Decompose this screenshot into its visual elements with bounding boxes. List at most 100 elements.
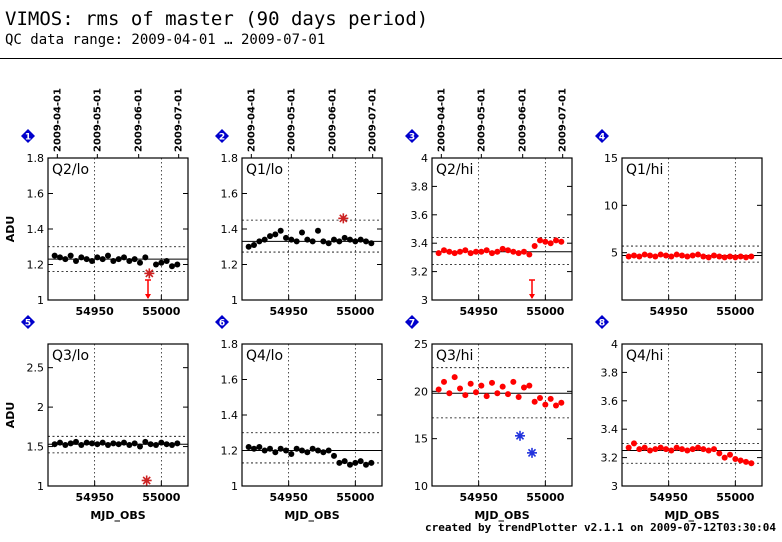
panel-label: Q1/lo [246, 162, 283, 178]
data-point [489, 250, 495, 257]
x-tick-label: 54950 [460, 305, 499, 318]
panel-number: 3 [409, 133, 415, 143]
data-point [684, 253, 691, 260]
data-point [336, 238, 343, 245]
data-point [256, 238, 263, 245]
data-point [515, 394, 522, 401]
data-point [267, 445, 273, 452]
data-point [67, 252, 74, 259]
data-point [131, 440, 138, 447]
y-tick-label: 3 [421, 294, 428, 307]
data-point [558, 238, 565, 245]
outlier-core [147, 271, 152, 276]
data-point [636, 253, 643, 260]
date-tick-label: 2009-05-01 [92, 88, 103, 152]
data-point [441, 378, 447, 385]
y-tick-label: 3 [611, 480, 618, 493]
y-tick-label: 10 [414, 480, 428, 493]
x-tick-label: 55000 [716, 491, 755, 504]
data-point [542, 238, 549, 245]
panel-label: Q3/lo [52, 348, 89, 364]
data-point [331, 236, 337, 243]
data-point [147, 441, 154, 448]
data-point [272, 231, 279, 238]
data-point [435, 386, 442, 393]
y-tick-label: 1.5 [27, 441, 45, 454]
data-point [283, 447, 289, 454]
data-point [325, 240, 332, 247]
data-point [153, 261, 159, 268]
panel-badge-icon [405, 129, 419, 143]
data-point [309, 445, 316, 452]
data-point [304, 449, 311, 456]
data-point [57, 439, 63, 446]
panel-7: 7 10 15 20 25 54950 55000 MJD_OBS Q3/hi [405, 315, 573, 522]
x-tick-label: 54950 [76, 305, 115, 318]
panel-number: 8 [599, 319, 605, 329]
data-point [727, 253, 733, 260]
y-tick-label: 3.4 [601, 423, 619, 436]
data-point [462, 392, 469, 399]
data-point [505, 391, 511, 398]
data-point [705, 447, 712, 454]
data-point [679, 446, 685, 453]
data-point [641, 444, 648, 451]
outlier-point [527, 447, 537, 458]
outlier-point [338, 213, 349, 224]
data-point [245, 243, 252, 250]
y-tick-label: 5 [611, 247, 618, 260]
plot-frame [431, 157, 573, 301]
page-subtitle: QC data range: 2009-04-01 … 2009-07-01 [5, 32, 326, 48]
data-point [277, 445, 284, 452]
data-point [451, 374, 458, 381]
data-point [537, 237, 543, 244]
y-tick-label: 1.8 [221, 152, 239, 165]
data-point [663, 446, 669, 453]
data-point [705, 254, 712, 261]
panel-2: 2 2009-04-01 2009-05-01 2009-06-01 2009-07-0… [215, 88, 383, 318]
data-point [261, 236, 268, 243]
data-point [441, 247, 447, 254]
panel-8: 8 3 3.2 3.4 3.6 3.8 4 54950 55000 MJD_OBS Q4/hi [595, 315, 763, 522]
data-point [679, 252, 685, 259]
x-axis-label: MJD_OBS [474, 509, 529, 522]
data-point [499, 383, 506, 390]
data-point [251, 445, 257, 452]
y-tick-label: 3.6 [601, 395, 619, 408]
data-point [510, 248, 517, 255]
date-tick-label: 2009-05-01 [476, 88, 487, 152]
x-axis-label: MJD_OBS [284, 509, 339, 522]
data-point [547, 395, 554, 402]
data-point [652, 253, 659, 260]
y-tick-label: 3.2 [411, 266, 429, 279]
data-point [51, 252, 58, 259]
data-point [357, 458, 364, 465]
data-point [115, 256, 122, 263]
outlier-core [517, 433, 523, 439]
x-tick-label: 54950 [270, 491, 309, 504]
data-point [368, 459, 375, 466]
data-point [652, 446, 659, 453]
y-axis-label: ADU [4, 402, 17, 429]
data-point [494, 390, 501, 397]
y-tick-label: 3.8 [411, 180, 429, 193]
data-point [483, 393, 490, 400]
data-point [347, 236, 353, 243]
plot-frame [47, 343, 189, 487]
data-point [163, 257, 170, 264]
data-point [695, 444, 701, 451]
x-tick-label: 55000 [142, 305, 181, 318]
data-point [737, 253, 744, 260]
data-point [721, 454, 728, 461]
panel-badge-icon [215, 129, 229, 143]
panel-label: Q2/hi [436, 162, 473, 178]
y-tick-label: 3.2 [601, 452, 619, 465]
data-point [115, 441, 122, 448]
data-point [542, 401, 549, 408]
data-point [320, 238, 327, 245]
panel-badge-icon [21, 315, 35, 329]
panel-label: Q2/lo [52, 162, 89, 178]
data-point [748, 460, 755, 467]
panel-4: 4 5 10 15 54950 55000 Q1/hi [595, 129, 763, 318]
data-point [743, 458, 749, 465]
